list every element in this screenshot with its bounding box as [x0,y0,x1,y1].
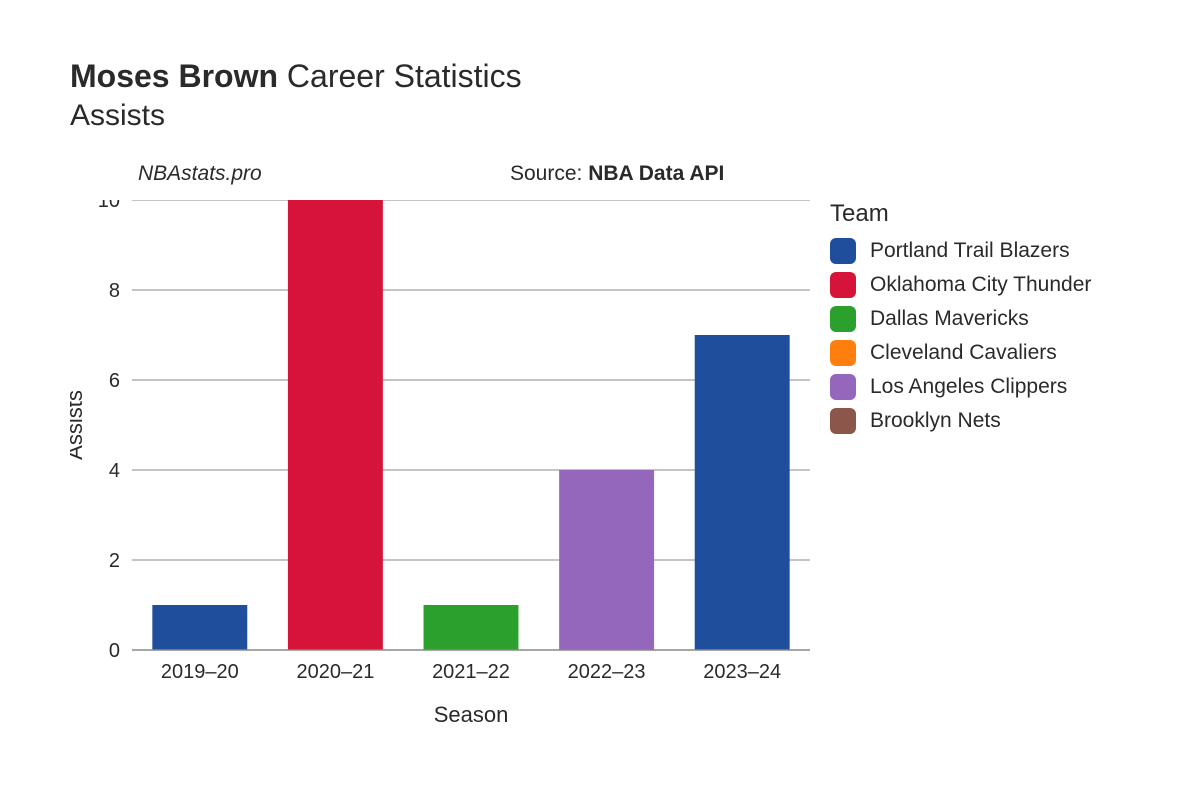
legend-swatch [830,340,856,366]
legend-swatch [830,306,856,332]
legend-label: Portland Trail Blazers [870,239,1070,263]
bar [559,470,654,650]
source-attribution: Source: NBA Data API [510,162,724,186]
legend-label: Oklahoma City Thunder [870,273,1091,297]
legend-item: Los Angeles Clippers [830,374,1091,400]
legend-swatch [830,272,856,298]
x-tick-label: 2020–21 [296,661,374,683]
legend-label: Brooklyn Nets [870,409,1001,433]
bar-chart: 0 2 4 6 8 10 2019–20 2020–21 2021–22 2022–23 2023–… [70,200,830,760]
x-tick-label: 2022–23 [568,661,646,683]
y-tick-label: 0 [109,640,120,662]
bar [424,605,519,650]
watermark-text: NBAstats.pro [138,162,262,186]
legend-label: Dallas Mavericks [870,307,1029,331]
bar [288,200,383,650]
legend-item: Dallas Mavericks [830,306,1091,332]
legend-item: Brooklyn Nets [830,408,1091,434]
x-tick-label: 2023–24 [703,661,781,683]
y-axis-label: Assists [70,390,87,460]
legend-swatch [830,374,856,400]
source-label: Source: [510,162,588,185]
y-tick-label: 6 [109,370,120,392]
source-value: NBA Data API [588,162,724,185]
bar [152,605,247,650]
title-rest: Career Statistics [278,58,522,94]
y-tick-label: 10 [98,200,120,212]
bar [695,335,790,650]
y-tick-label: 4 [109,460,120,482]
x-axis-label: Season [434,702,509,727]
legend-swatch [830,238,856,264]
legend-item: Portland Trail Blazers [830,238,1091,264]
legend-title: Team [830,200,1091,228]
legend-item: Oklahoma City Thunder [830,272,1091,298]
chart-title: Moses Brown Career Statistics [70,58,522,95]
legend-item: Cleveland Cavaliers [830,340,1091,366]
x-tick-label: 2021–22 [432,661,510,683]
legend-swatch [830,408,856,434]
y-tick-label: 8 [109,280,120,302]
y-tick-label: 2 [109,550,120,572]
chart-subtitle: Assists [70,99,522,133]
title-bold: Moses Brown [70,58,278,94]
x-tick-label: 2019–20 [161,661,239,683]
legend-label: Cleveland Cavaliers [870,341,1057,365]
legend: Team Portland Trail Blazers Oklahoma City… [830,200,1091,442]
chart-title-block: Moses Brown Career Statistics Assists [70,58,522,133]
legend-label: Los Angeles Clippers [870,375,1067,399]
